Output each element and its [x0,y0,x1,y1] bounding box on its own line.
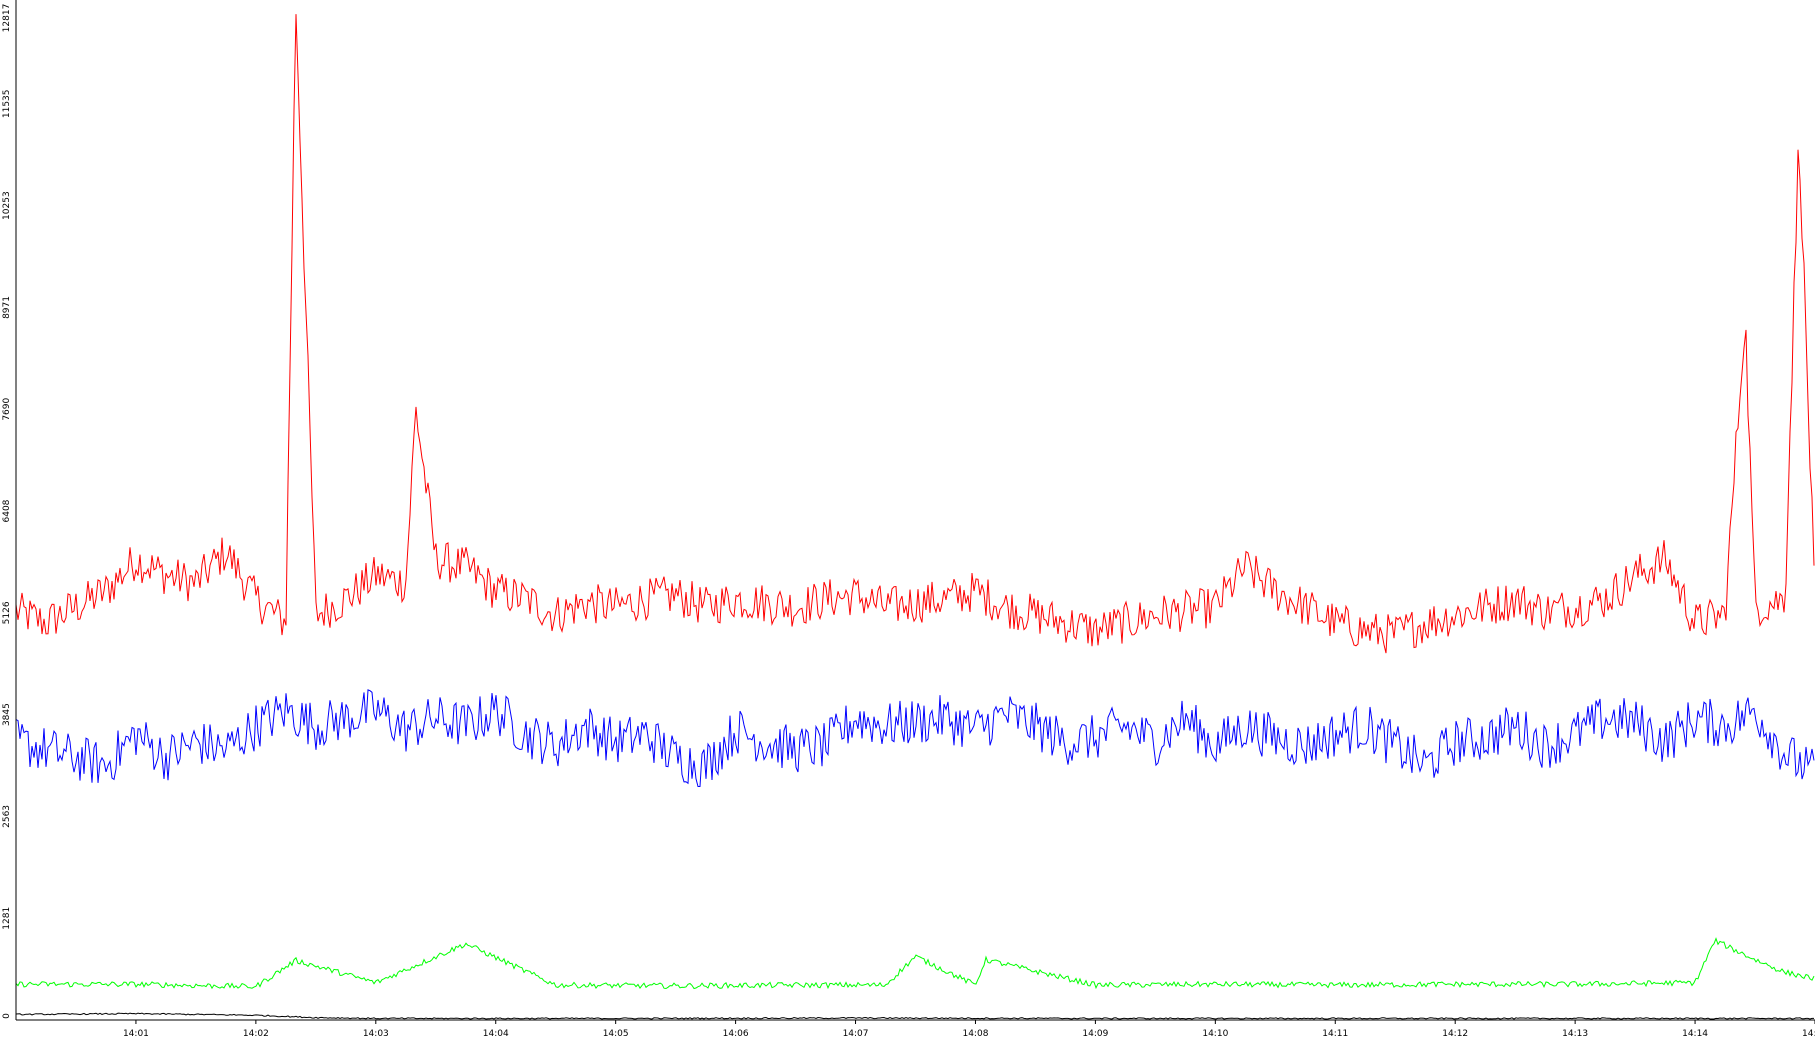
y-tick-label: 10253 [2,191,12,220]
x-tick-label: 14:06 [723,1029,749,1039]
y-tick-label: 0 [2,1013,12,1019]
x-tick-label: 14:15 [1802,1029,1815,1039]
y-tick-label: 8971 [2,296,12,319]
x-tick-label: 14:07 [843,1029,869,1039]
y-tick-label: 12817 [2,4,12,33]
x-tick-label: 14:10 [1202,1029,1228,1039]
x-tick-label: 14:13 [1562,1029,1588,1039]
series-line-1 [15,14,1815,654]
x-tick-label: 14:03 [363,1029,389,1039]
x-tick-label: 14:01 [123,1029,149,1039]
x-tick-label: 14:12 [1442,1029,1468,1039]
series-layer [15,14,1815,1020]
y-tick-label: 1281 [2,907,12,930]
y-tick-label: 2563 [2,805,12,828]
y-tick-label: 7690 [2,397,12,420]
series-line-3 [15,937,1815,990]
y-tick-label: 5126 [2,601,12,624]
x-tick-label: 14:08 [962,1029,988,1039]
x-tick-label: 14:05 [603,1029,629,1039]
series-line-4 [15,1012,1814,1020]
y-tick-label: 6408 [2,499,12,522]
x-tick-label: 14:11 [1322,1029,1348,1039]
y-tick-label: 11535 [2,90,12,119]
x-tick-label: 14:09 [1082,1029,1108,1039]
x-tick-label: 14:02 [243,1029,269,1039]
x-tick-label: 14:14 [1682,1029,1708,1039]
x-tick-label: 14:04 [483,1029,509,1039]
series-line-2 [15,689,1815,787]
y-tick-label: 3845 [2,703,12,726]
